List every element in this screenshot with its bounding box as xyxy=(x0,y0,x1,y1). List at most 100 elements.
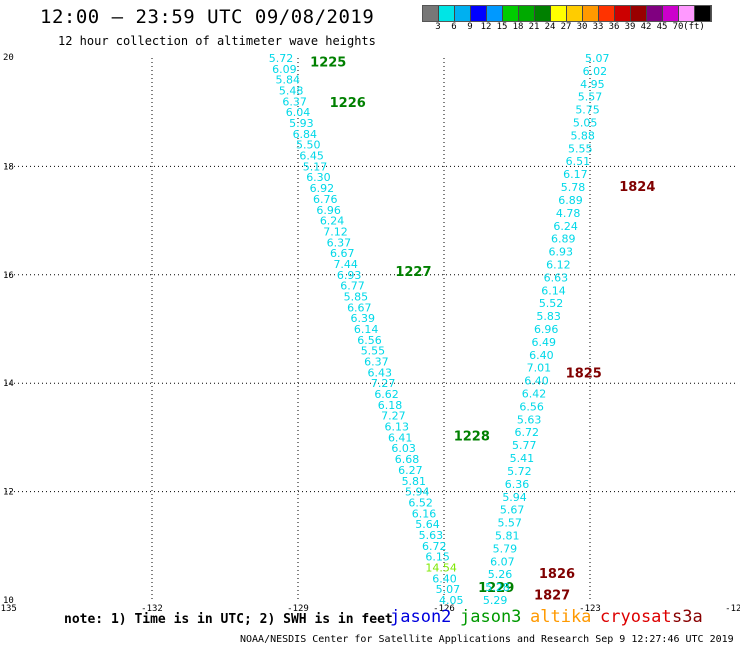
wave-height-value: 4.78 xyxy=(556,207,581,220)
legend-label: 12 xyxy=(480,22,492,32)
wave-height-value: 6.93 xyxy=(337,269,362,282)
wave-height-value: 6.40 xyxy=(529,349,554,362)
wave-height-value: 6.63 xyxy=(544,271,569,284)
page-subtitle: 12 hour collection of altimeter wave hei… xyxy=(58,34,376,48)
wave-height-value: 5.79 xyxy=(493,542,518,555)
wave-height-value: 7.27 xyxy=(371,377,396,390)
wave-height-value: 5.83 xyxy=(536,310,561,323)
x-tick-label: -135 xyxy=(0,604,17,614)
wave-height-value: 6.39 xyxy=(350,312,375,325)
wave-height-value: 6.09 xyxy=(272,63,297,76)
pass-time-label: 1225 xyxy=(310,55,346,70)
wave-height-value: 6.03 xyxy=(391,442,416,455)
pass-time-label: 1227 xyxy=(395,265,431,280)
wave-height-value: 6.27 xyxy=(398,464,423,477)
wave-height-value: 5.63 xyxy=(419,529,444,542)
wave-height-value: 6.51 xyxy=(566,155,591,168)
wave-height-value: 14.54 xyxy=(425,561,457,574)
legend-swatch-1 xyxy=(439,6,455,21)
wave-height-value: 6.67 xyxy=(330,247,355,260)
wave-height-value: 5.29 xyxy=(483,594,508,607)
legend-swatch-16 xyxy=(679,6,695,21)
y-tick-label: 14 xyxy=(3,379,14,389)
wave-height-value: 7.27 xyxy=(381,410,406,423)
wave-height-value: 6.43 xyxy=(368,366,393,379)
y-tick-label: 12 xyxy=(3,488,14,498)
x-tick-label: -123 xyxy=(579,604,601,614)
wave-height-value: 6.14 xyxy=(541,284,566,297)
wave-height-value: 5.48 xyxy=(279,85,304,98)
wave-height-value: 6.30 xyxy=(306,171,331,184)
legend-label: 6 xyxy=(451,22,457,32)
wave-height-value: 5.88 xyxy=(570,129,595,142)
wave-height-value: 6.37 xyxy=(327,236,352,249)
wave-height-value: 6.36 xyxy=(505,478,530,491)
legend-swatch-13 xyxy=(631,6,647,21)
wave-height-value: 5.41 xyxy=(510,452,535,465)
satellite-s3a: s3a xyxy=(672,607,703,627)
satellite-jason3: jason3 xyxy=(460,607,522,627)
legend-swatch-8 xyxy=(551,6,567,21)
wave-height-value: 6.17 xyxy=(563,168,588,181)
wave-height-value: 5.57 xyxy=(578,91,603,104)
legend-label: 24 xyxy=(544,22,556,32)
legend-label: 18 xyxy=(512,22,524,32)
pass-time-label: 1827 xyxy=(534,589,570,604)
pass-time-label: 1229 xyxy=(478,581,514,596)
legend-label: 15 xyxy=(496,22,508,32)
legend-swatch-5 xyxy=(503,6,519,21)
wave-height-value: 6.37 xyxy=(364,356,389,369)
wave-height-value: 6.12 xyxy=(546,258,571,271)
wave-height-value: 5.72 xyxy=(269,52,294,65)
wave-height-value: 6.76 xyxy=(313,193,338,206)
wave-height-value: 5.17 xyxy=(303,160,328,173)
wave-height-value: 6.49 xyxy=(532,336,557,349)
wave-height-value: 6.93 xyxy=(549,246,574,259)
legend-label: 9 xyxy=(467,22,473,32)
wave-height-value: 6.56 xyxy=(357,334,382,347)
pass-time-label: 1826 xyxy=(539,567,575,582)
legend-label: (ft) xyxy=(683,22,705,32)
wave-height-value: 7.44 xyxy=(333,258,358,271)
x-tick-label: -132 xyxy=(141,604,163,614)
units-note: note: 1) Time is in UTC; 2) SWH is in fe… xyxy=(64,612,393,627)
pass-time-label: 1825 xyxy=(566,366,602,381)
legend-swatch-2 xyxy=(455,6,471,21)
wave-height-value: 6.04 xyxy=(286,106,311,119)
wave-height-value: 5.67 xyxy=(500,504,525,517)
color-legend-bar xyxy=(422,5,712,22)
wave-height-value: 6.77 xyxy=(340,280,365,293)
legend-label: 27 xyxy=(560,22,572,32)
wave-height-value: 6.07 xyxy=(490,555,515,568)
x-tick-label: -129 xyxy=(287,604,309,614)
wave-height-value: 5.81 xyxy=(402,475,427,488)
wave-height-value: 6.15 xyxy=(425,551,450,564)
wave-height-value: 5.63 xyxy=(517,413,542,426)
wave-height-value: 5.26 xyxy=(488,568,513,581)
wave-height-value: 6.13 xyxy=(385,421,410,434)
wave-height-value: 6.37 xyxy=(282,95,307,108)
legend-label: 21 xyxy=(528,22,540,32)
wave-height-value: 6.96 xyxy=(534,323,559,336)
wave-height-value: 6.24 xyxy=(553,220,578,233)
footer-credit: NOAA/NESDIS Center for Satellite Applica… xyxy=(240,634,734,645)
y-tick-label: 16 xyxy=(3,271,14,281)
wave-height-value: 6.24 xyxy=(320,215,345,228)
wave-height-value: 6.14 xyxy=(354,323,379,336)
wave-height-value: 5.78 xyxy=(561,181,586,194)
wave-height-value: 6.40 xyxy=(524,375,549,388)
legend-swatch-6 xyxy=(519,6,535,21)
legend-label: 45 xyxy=(656,22,668,32)
wave-height-value: 5.85 xyxy=(344,290,369,303)
wave-height-value: 7.12 xyxy=(323,225,348,238)
wave-height-value: 6.72 xyxy=(422,540,447,553)
wave-height-value: 6.89 xyxy=(558,194,583,207)
y-tick-label: 18 xyxy=(3,162,14,172)
satellite-altika: altika xyxy=(530,607,592,627)
legend-swatch-0 xyxy=(423,6,439,21)
wave-height-value: 6.40 xyxy=(432,572,457,585)
y-tick-label: 20 xyxy=(3,53,14,63)
satellite-jason2: jason2 xyxy=(390,607,452,627)
legend-label: 30 xyxy=(576,22,588,32)
